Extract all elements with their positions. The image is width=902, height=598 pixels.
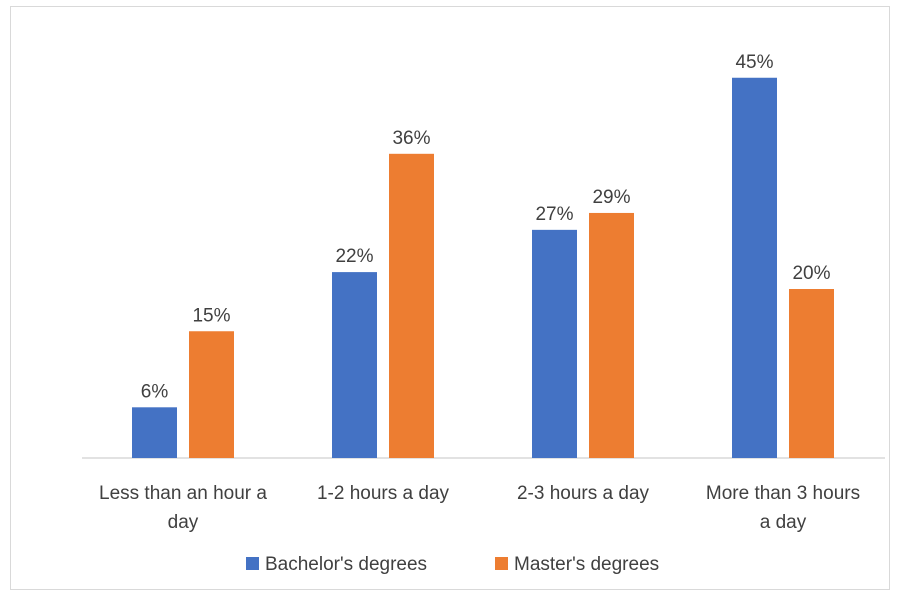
bar-masters-3 [789,289,834,458]
category-ticks-group: Less than an hour a day 1-2 hours a day 2-3… [99,483,860,533]
category-tick-label-0-1: day [168,512,199,533]
bar-bachelors-3 [732,77,777,458]
legend-swatch-masters [495,557,508,570]
data-label-masters-1: 36% [392,128,430,149]
data-label-masters-0: 15% [192,305,230,326]
data-label-bachelors-2: 27% [535,204,573,225]
data-labels-group: 6% 15% 22% 36% 27% 29% 45% 20% [141,52,831,403]
legend: Bachelor's degrees Master's degrees [246,554,659,575]
data-label-bachelors-3: 45% [735,52,773,73]
data-label-bachelors-0: 6% [141,381,169,402]
bar-masters-2 [589,212,634,458]
category-tick-label-3-1: a day [760,512,807,533]
bar-masters-1 [389,153,434,459]
category-tick-label-2-0: 2-3 hours a day [517,483,650,504]
bars-group [132,77,834,459]
category-tick-label-0-0: Less than an hour a [99,483,267,504]
data-label-masters-3: 20% [792,263,830,284]
data-label-masters-2: 29% [592,187,630,208]
bar-bachelors-0 [132,407,177,458]
bar-masters-0 [189,331,234,458]
category-tick-label-3-0: More than 3 hours [706,483,860,504]
data-label-bachelors-1: 22% [335,246,373,267]
category-tick-label-1-0: 1-2 hours a day [317,483,450,504]
legend-label-masters: Master's degrees [514,554,659,575]
bar-bachelors-2 [532,229,577,458]
legend-swatch-bachelors [246,557,259,570]
bar-bachelors-1 [332,272,377,458]
legend-label-bachelors: Bachelor's degrees [265,554,427,575]
